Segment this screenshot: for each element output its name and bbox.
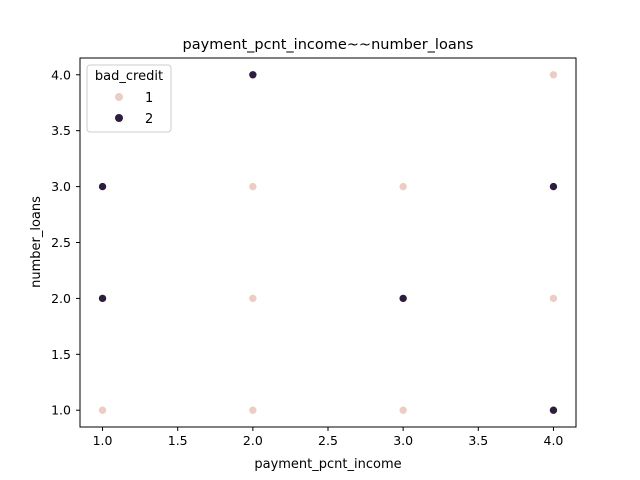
legend-label-2: 2 xyxy=(145,112,153,127)
scatter-point-series-1 xyxy=(398,182,408,191)
x-tick-label: 3.0 xyxy=(393,433,413,448)
y-tick-label: 4.0 xyxy=(51,67,71,82)
y-axis-ticks: 1.0 1.5 2.0 2.5 3.0 3.5 4.0 xyxy=(51,67,80,418)
scatter-point-series-2 xyxy=(98,294,107,303)
x-tick-label: 2.5 xyxy=(318,433,338,448)
scatter-point-series-2 xyxy=(398,294,408,303)
x-axis-label: payment_pcnt_income xyxy=(254,457,401,472)
scatter-point-series-1 xyxy=(549,70,558,80)
legend-marker-2 xyxy=(115,114,123,122)
y-tick-label: 2.5 xyxy=(51,235,71,250)
scatter-point-series-1 xyxy=(248,294,258,303)
scatter-point-series-2 xyxy=(549,405,558,415)
y-tick-label: 3.0 xyxy=(51,179,71,194)
scatter-point-series-2 xyxy=(248,70,258,80)
x-tick-label: 2.0 xyxy=(243,433,263,448)
legend-frame xyxy=(86,64,172,133)
scatter-point-series-2 xyxy=(549,182,558,191)
data-points xyxy=(98,70,558,415)
x-tick-label: 3.5 xyxy=(468,433,488,448)
legend-marker-1 xyxy=(115,93,123,101)
x-axis-ticks: 1.0 1.5 2.0 2.5 3.0 3.5 4.0 xyxy=(93,427,564,448)
plot-frame xyxy=(79,57,577,428)
scatter-point-series-1 xyxy=(398,405,408,415)
x-tick-label: 1.5 xyxy=(168,433,188,448)
legend: bad_credit 1 2 xyxy=(86,64,172,133)
y-tick-label: 2.0 xyxy=(51,291,71,306)
scatter-point-series-2 xyxy=(98,182,107,191)
chart-title: payment_pcnt_income~~number_loans xyxy=(183,37,474,53)
y-tick-label: 1.0 xyxy=(51,403,71,418)
legend-title: bad_credit xyxy=(95,69,163,84)
legend-label-1: 1 xyxy=(145,91,153,106)
x-tick-label: 4.0 xyxy=(544,433,564,448)
scatter-point-series-1 xyxy=(248,405,258,415)
scatter-point-series-1 xyxy=(98,405,107,415)
scatter-point-series-1 xyxy=(549,294,558,303)
y-tick-label: 1.5 xyxy=(51,347,71,362)
x-tick-label: 1.0 xyxy=(93,433,113,448)
scatter-point-series-1 xyxy=(248,182,258,191)
y-axis-label: number_loans xyxy=(29,196,44,288)
y-tick-label: 3.5 xyxy=(51,123,71,138)
